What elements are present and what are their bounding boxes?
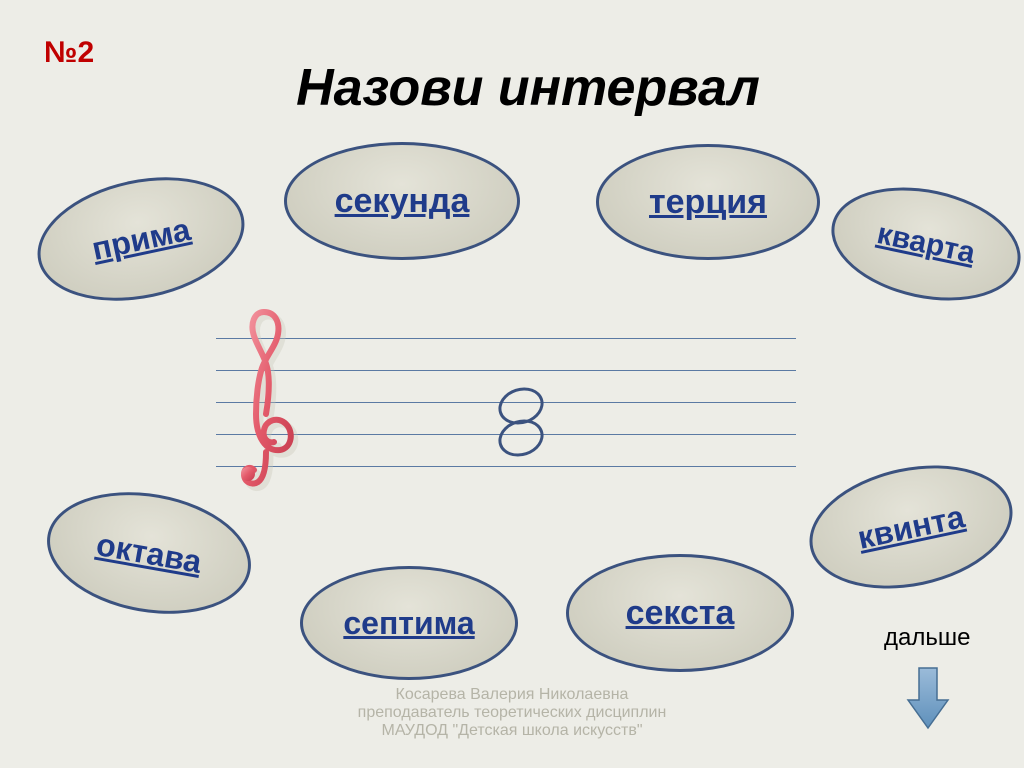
- staff-line: [216, 370, 796, 371]
- interval-bubble[interactable]: кварта: [821, 171, 1024, 317]
- credits: Косарева Валерия Николаевнапреподаватель…: [0, 686, 1024, 740]
- slide-number: №2: [44, 36, 94, 70]
- staff-line: [216, 338, 796, 339]
- credits-line: МАУДОД "Детская школа искусств": [0, 722, 1024, 740]
- treble-clef-icon: [230, 302, 300, 502]
- interval-bubble[interactable]: терция: [596, 144, 820, 260]
- next-label: дальше: [884, 624, 970, 652]
- interval-bubble[interactable]: секста: [566, 554, 794, 672]
- interval-bubble[interactable]: октава: [37, 477, 260, 629]
- interval-bubble[interactable]: септима: [300, 566, 518, 680]
- interval-bubble[interactable]: секунда: [284, 142, 520, 260]
- interval-bubble[interactable]: прима: [26, 159, 256, 318]
- interval-label: секста: [626, 594, 735, 633]
- interval-label: октава: [94, 526, 205, 581]
- interval-label: квинта: [854, 498, 967, 557]
- interval-label: прима: [88, 211, 193, 268]
- interval-label: терция: [649, 183, 767, 222]
- credits-line: Косарева Валерия Николаевна: [0, 686, 1024, 704]
- interval-label: кварта: [874, 217, 978, 271]
- interval-label: секунда: [335, 182, 470, 221]
- staff-line: [216, 466, 796, 467]
- interval-bubble[interactable]: квинта: [798, 448, 1024, 606]
- credits-line: преподаватель теоретических дисциплин: [0, 704, 1024, 722]
- page-title: Назови интервал: [268, 58, 788, 118]
- interval-label: септима: [343, 605, 474, 642]
